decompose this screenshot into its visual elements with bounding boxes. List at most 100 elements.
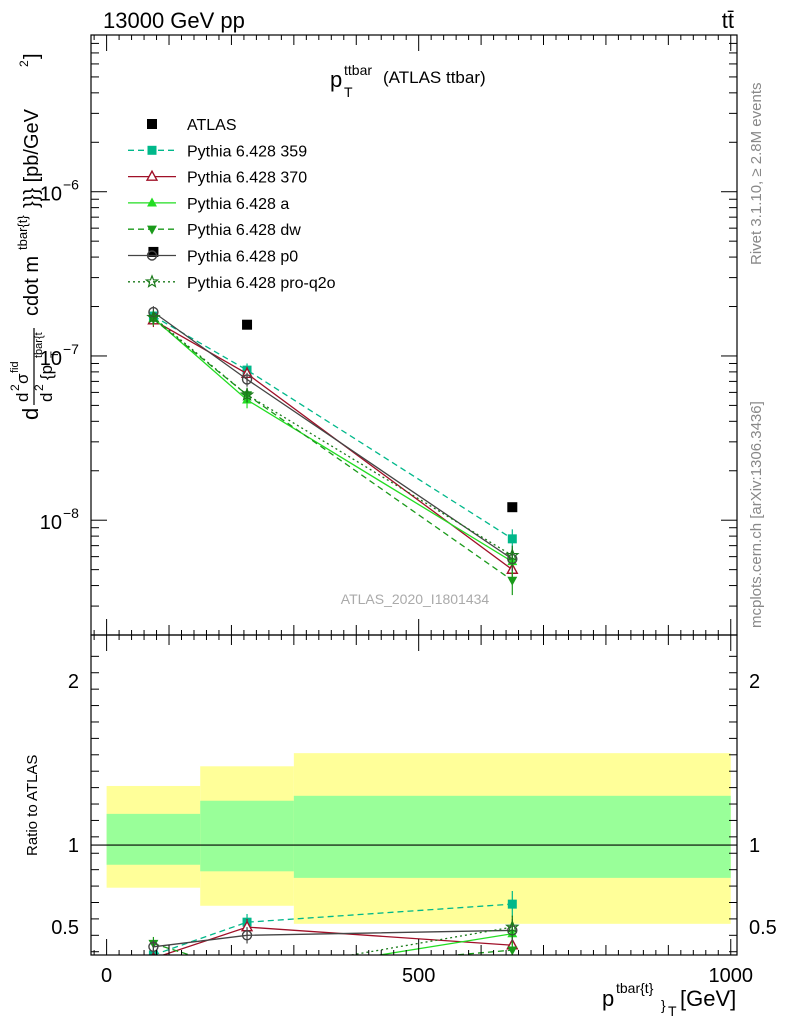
legend-marker (147, 145, 157, 155)
series-line-top (152, 318, 513, 581)
mcplots-label: mcplots.cern.ch [arXiv:1306.3436] (748, 401, 765, 628)
series-line-top (153, 311, 513, 560)
series-top-3 (148, 312, 518, 596)
series-bottom-3 (148, 936, 518, 978)
legend-entry-0: ATLAS (147, 117, 237, 134)
legend-marker (145, 169, 159, 181)
legend-label: Pythia 6.428 p0 (187, 249, 298, 266)
series-point-bottom (148, 961, 159, 972)
y-tick-label-bottom-left: 2 (68, 671, 79, 693)
series-line-bottom (153, 903, 513, 955)
legend-marker (147, 197, 157, 207)
x-axis-label: p tbar{t} } T [GeV] (602, 980, 736, 1019)
series-top-0 (148, 310, 517, 550)
series-point-bottom (507, 899, 517, 909)
series-point-top (507, 576, 518, 586)
y-tick-label-top-exp: −8 (63, 505, 79, 521)
series-line-bottom (153, 942, 513, 955)
legend-entry-5: Pythia 6.428 p0 (128, 249, 298, 266)
series-point-bottom (241, 930, 253, 941)
ylabel-fid: fid (9, 361, 21, 373)
ylabel-close: }}} [pb/GeV (21, 108, 43, 208)
y-tick-label-top-exp: −7 (63, 341, 79, 357)
legend-label: Pythia 6.428 359 (187, 143, 307, 160)
series-point-top (146, 309, 161, 324)
band-stat-1 (200, 800, 294, 872)
ylabel-gev-sup: 2 (17, 60, 31, 67)
ylabel-den-sub: T (49, 351, 61, 358)
series-point-bottom (148, 941, 159, 952)
legend-entry-1: Pythia 6.428 359 (128, 143, 307, 160)
ylabel-d: d (18, 408, 43, 420)
ylabel-cdot: cdot m (21, 256, 43, 316)
y-tick-label-bottom-right: 1 (749, 835, 760, 857)
y-tick-label-bottom-left: 0.5 (51, 917, 79, 939)
title-sub: T (344, 84, 353, 100)
atlas-data (148, 246, 518, 513)
ylabel-den-sup: tbar{t (33, 332, 45, 358)
y-axis-label-bottom: Ratio to ATLAS (24, 755, 41, 856)
series-line-top (152, 317, 513, 563)
series-point-top (239, 387, 255, 401)
band-stat-0 (106, 813, 201, 865)
legend-entry-3: Pythia 6.428 a (128, 196, 289, 213)
legend-label: ATLAS (187, 117, 237, 134)
legend-label: Pythia 6.428 370 (187, 170, 307, 187)
series-point-bottom (507, 946, 518, 955)
series-point-bottom (242, 969, 252, 978)
legend-label: Pythia 6.428 a (187, 196, 289, 213)
series-bottom-5 (148, 915, 520, 978)
y-tick-label-top-exp: −6 (63, 177, 79, 193)
band-stat-2 (293, 795, 731, 878)
ylabel-bracket: ] (21, 53, 43, 59)
legend-marker (146, 250, 158, 261)
series-point-bottom (505, 919, 520, 934)
series-point-bottom (242, 967, 253, 978)
y-tick-label-top: 10 (40, 348, 62, 370)
x-tick-label: 500 (402, 965, 435, 987)
title-rest: (ATLAS ttbar) (383, 68, 486, 87)
analysis-watermark: ATLAS_2020_I1801434 (341, 591, 490, 607)
xlabel-unit: [GeV] (680, 986, 736, 1011)
title-sup: ttbar (344, 62, 372, 78)
bottom-panel: 0 500 1000 0.5 0.5 1 1 2 2 (51, 634, 777, 987)
xlabel-sup: tbar{t} (616, 980, 654, 996)
ylabel-den-sup2: 2 (32, 384, 46, 391)
legend-marker (144, 274, 160, 288)
ylabel-d2: d (13, 393, 32, 402)
series-point-top (505, 547, 520, 562)
atlas-data-point (507, 502, 518, 513)
ylabel-den-brace: {p (37, 365, 56, 380)
x-tick-label: 0 (101, 965, 112, 987)
series-line-bottom (375, 933, 513, 955)
legend-marker (147, 225, 157, 235)
legend-label: Pythia 6.428 dw (187, 222, 301, 239)
ylabel-sup2: 2 (8, 384, 22, 391)
legend-entry-2: Pythia 6.428 370 (128, 170, 307, 187)
rivet-label: Rivet 3.1.10, ≥ 2.8M events (748, 83, 765, 266)
bottom-frame (90, 634, 738, 956)
xlabel-sub: } (661, 997, 666, 1013)
legend-label: Pythia 6.428 pro-q2o (187, 275, 336, 292)
series-point-top (241, 374, 253, 385)
y-tick-label-top: 10 (40, 512, 62, 534)
series-point-top (507, 534, 517, 544)
y-tick-label-bottom-right: 2 (749, 671, 760, 693)
series-top-5 (146, 309, 520, 567)
legend-marker (147, 119, 157, 129)
y-axis-label-top: d d 2 σ fid d 2 {p tbar{t T cdot m tbar{… (8, 53, 61, 420)
xlabel-sub2: T (668, 1003, 677, 1019)
top-panel: 10−810−710−6 p ttbar T (ATLAS ttbar) ATL… (40, 34, 738, 636)
legend-entry-4: Pythia 6.428 dw (128, 222, 301, 239)
plot-title: p ttbar T (ATLAS ttbar) (330, 62, 486, 100)
ylabel-sigma: σ (13, 373, 32, 384)
legend: ATLAS Pythia 6.428 359 Pythia 6.428 370 Pyt… (128, 117, 336, 292)
series-point-bottom (148, 963, 158, 972)
ylabel-m-sup: tbar{t} (15, 215, 30, 250)
header-right: tt̄ (722, 8, 734, 33)
xlabel-main: p (602, 986, 614, 1011)
title-main: p (330, 67, 342, 92)
ylabel-den-d: d (37, 393, 56, 402)
legend-entry-6: Pythia 6.428 pro-q2o (128, 274, 336, 292)
